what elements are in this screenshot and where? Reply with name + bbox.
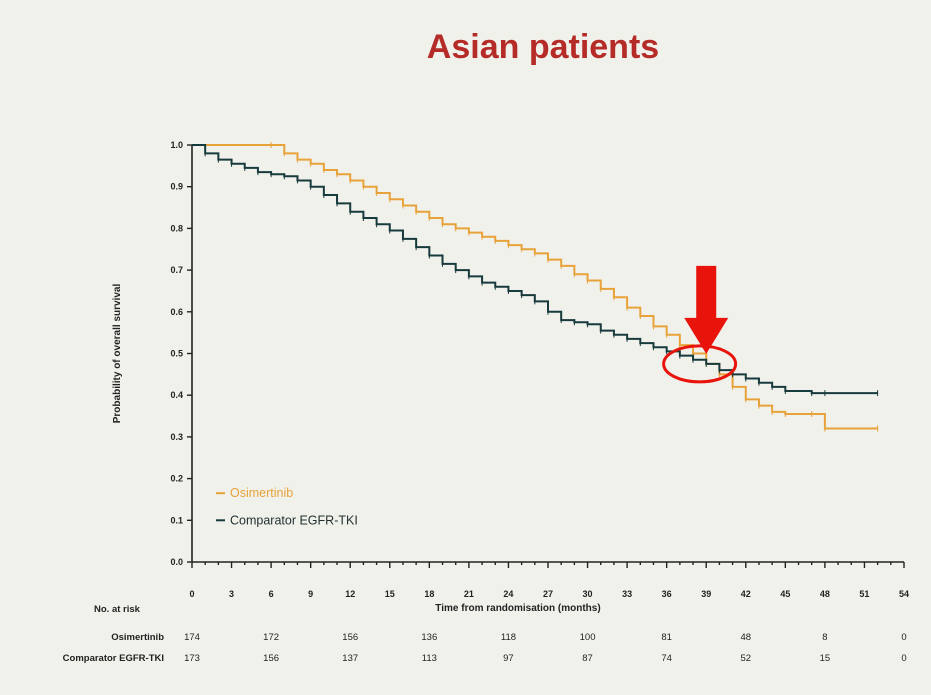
risk-count: 174 (184, 632, 200, 643)
risk-count: 15 (820, 653, 831, 664)
risk-count: 74 (661, 653, 672, 664)
x-tick-label: 9 (308, 589, 313, 599)
risk-count: 156 (342, 632, 358, 643)
risk-row-label: Comparator EGFR-TKI (63, 653, 164, 664)
risk-count: 48 (740, 632, 751, 643)
risk-row-label: Osimertinib (111, 632, 164, 643)
y-tick-label: 0.3 (170, 432, 183, 442)
curves-group (192, 142, 879, 432)
risk-table-heading: No. at risk (94, 604, 141, 615)
x-tick-label: 48 (820, 589, 830, 599)
x-tick-label: 12 (345, 589, 355, 599)
x-tick-label: 6 (269, 589, 274, 599)
risk-count: 113 (422, 653, 437, 664)
risk-count: 81 (661, 632, 672, 643)
x-tick-label: 45 (780, 589, 790, 599)
legend: Osimertinib Comparator EGFR-TKI (216, 486, 358, 527)
x-tick-label: 3 (229, 589, 234, 599)
risk-count: 156 (263, 653, 279, 664)
x-tick-label: 54 (899, 589, 909, 599)
x-axis-label: Time from randomisation (months) (435, 603, 600, 614)
x-tick-label: 42 (741, 589, 751, 599)
series-line-comparator (192, 144, 878, 395)
risk-count: 173 (184, 653, 200, 664)
risk-count: 8 (822, 632, 827, 643)
x-tick-label: 33 (622, 589, 632, 599)
y-tick-label: 0.0 (170, 557, 183, 567)
risk-count: 172 (263, 632, 279, 643)
x-tick-label: 51 (859, 589, 869, 599)
risk-count: 52 (740, 653, 751, 664)
y-tick-label: 0.4 (170, 390, 183, 400)
legend-label-osimertinib: Osimertinib (230, 486, 293, 500)
axes-group: 0.00.10.20.30.40.50.60.70.80.91.00 3 6 9 12 1… (170, 140, 909, 599)
x-tick-label: 15 (385, 589, 395, 599)
risk-count: 0 (901, 653, 906, 664)
x-tick-label: 24 (503, 589, 513, 599)
chart-title: Asian patients (427, 28, 659, 66)
y-axis-label: Probability of overall survival (112, 284, 123, 424)
x-tick-label: 39 (701, 589, 711, 599)
risk-count: 87 (582, 653, 593, 664)
y-tick-label: 0.1 (170, 515, 183, 525)
y-tick-label: 0.8 (170, 223, 183, 233)
y-tick-label: 0.6 (170, 307, 183, 317)
x-tick-label: 36 (662, 589, 672, 599)
risk-count: 137 (342, 653, 358, 664)
x-tick-label: 30 (583, 589, 593, 599)
y-tick-label: 0.2 (170, 474, 183, 484)
y-tick-label: 1.0 (170, 140, 183, 150)
x-tick-label: 27 (543, 589, 553, 599)
x-tick-label: 18 (424, 589, 434, 599)
y-tick-label: 0.9 (170, 182, 183, 192)
risk-count: 100 (580, 632, 596, 643)
risk-count: 118 (501, 632, 516, 643)
y-tick-label: 0.7 (170, 265, 183, 275)
risk-count: 0 (901, 632, 906, 643)
annotations-group (662, 265, 738, 384)
y-tick-label: 0.5 (170, 349, 183, 359)
risk-count: 97 (503, 653, 514, 664)
risk-table: Osimertinib 174 172 156 136 118 100 81 48 8 0 Compa… (63, 632, 907, 664)
x-tick-label: 0 (189, 589, 194, 599)
red-arrow (684, 265, 729, 354)
risk-count: 136 (421, 632, 437, 643)
red-ellipse (662, 344, 738, 384)
x-tick-label: 21 (464, 589, 474, 599)
legend-label-comparator: Comparator EGFR-TKI (230, 513, 358, 527)
series-line-osimertinib (192, 144, 878, 430)
